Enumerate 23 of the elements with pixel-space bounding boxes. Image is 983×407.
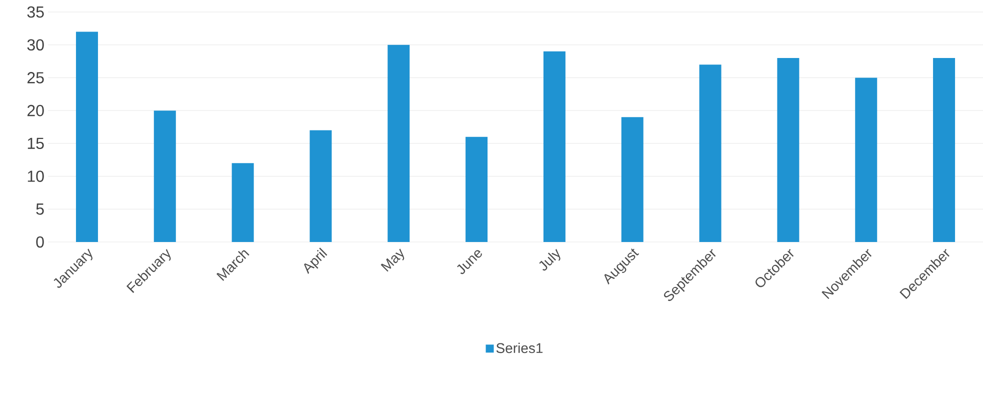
legend-label: Series1	[496, 342, 543, 354]
bar	[855, 78, 878, 242]
bar	[699, 64, 722, 242]
y-tick-label: 20	[27, 104, 44, 116]
bar	[777, 58, 800, 242]
y-tick-label: 25	[27, 72, 44, 84]
bar	[310, 130, 332, 242]
x-tick-label: May	[380, 248, 404, 272]
y-tick-label: 35	[27, 6, 44, 18]
y-tick-label: 30	[27, 39, 44, 51]
bar	[933, 58, 956, 242]
bar	[76, 32, 98, 242]
y-tick-label: 10	[28, 170, 44, 182]
bar	[154, 110, 176, 242]
bar	[388, 44, 410, 242]
y-tick-label: 0	[36, 236, 44, 248]
y-tick-label: 15	[28, 138, 44, 150]
bar	[621, 117, 644, 242]
x-tick-label: July	[539, 248, 560, 271]
bar	[543, 51, 566, 242]
bar	[232, 163, 254, 242]
bar	[466, 136, 488, 242]
y-tick-label: 5	[36, 204, 44, 215]
